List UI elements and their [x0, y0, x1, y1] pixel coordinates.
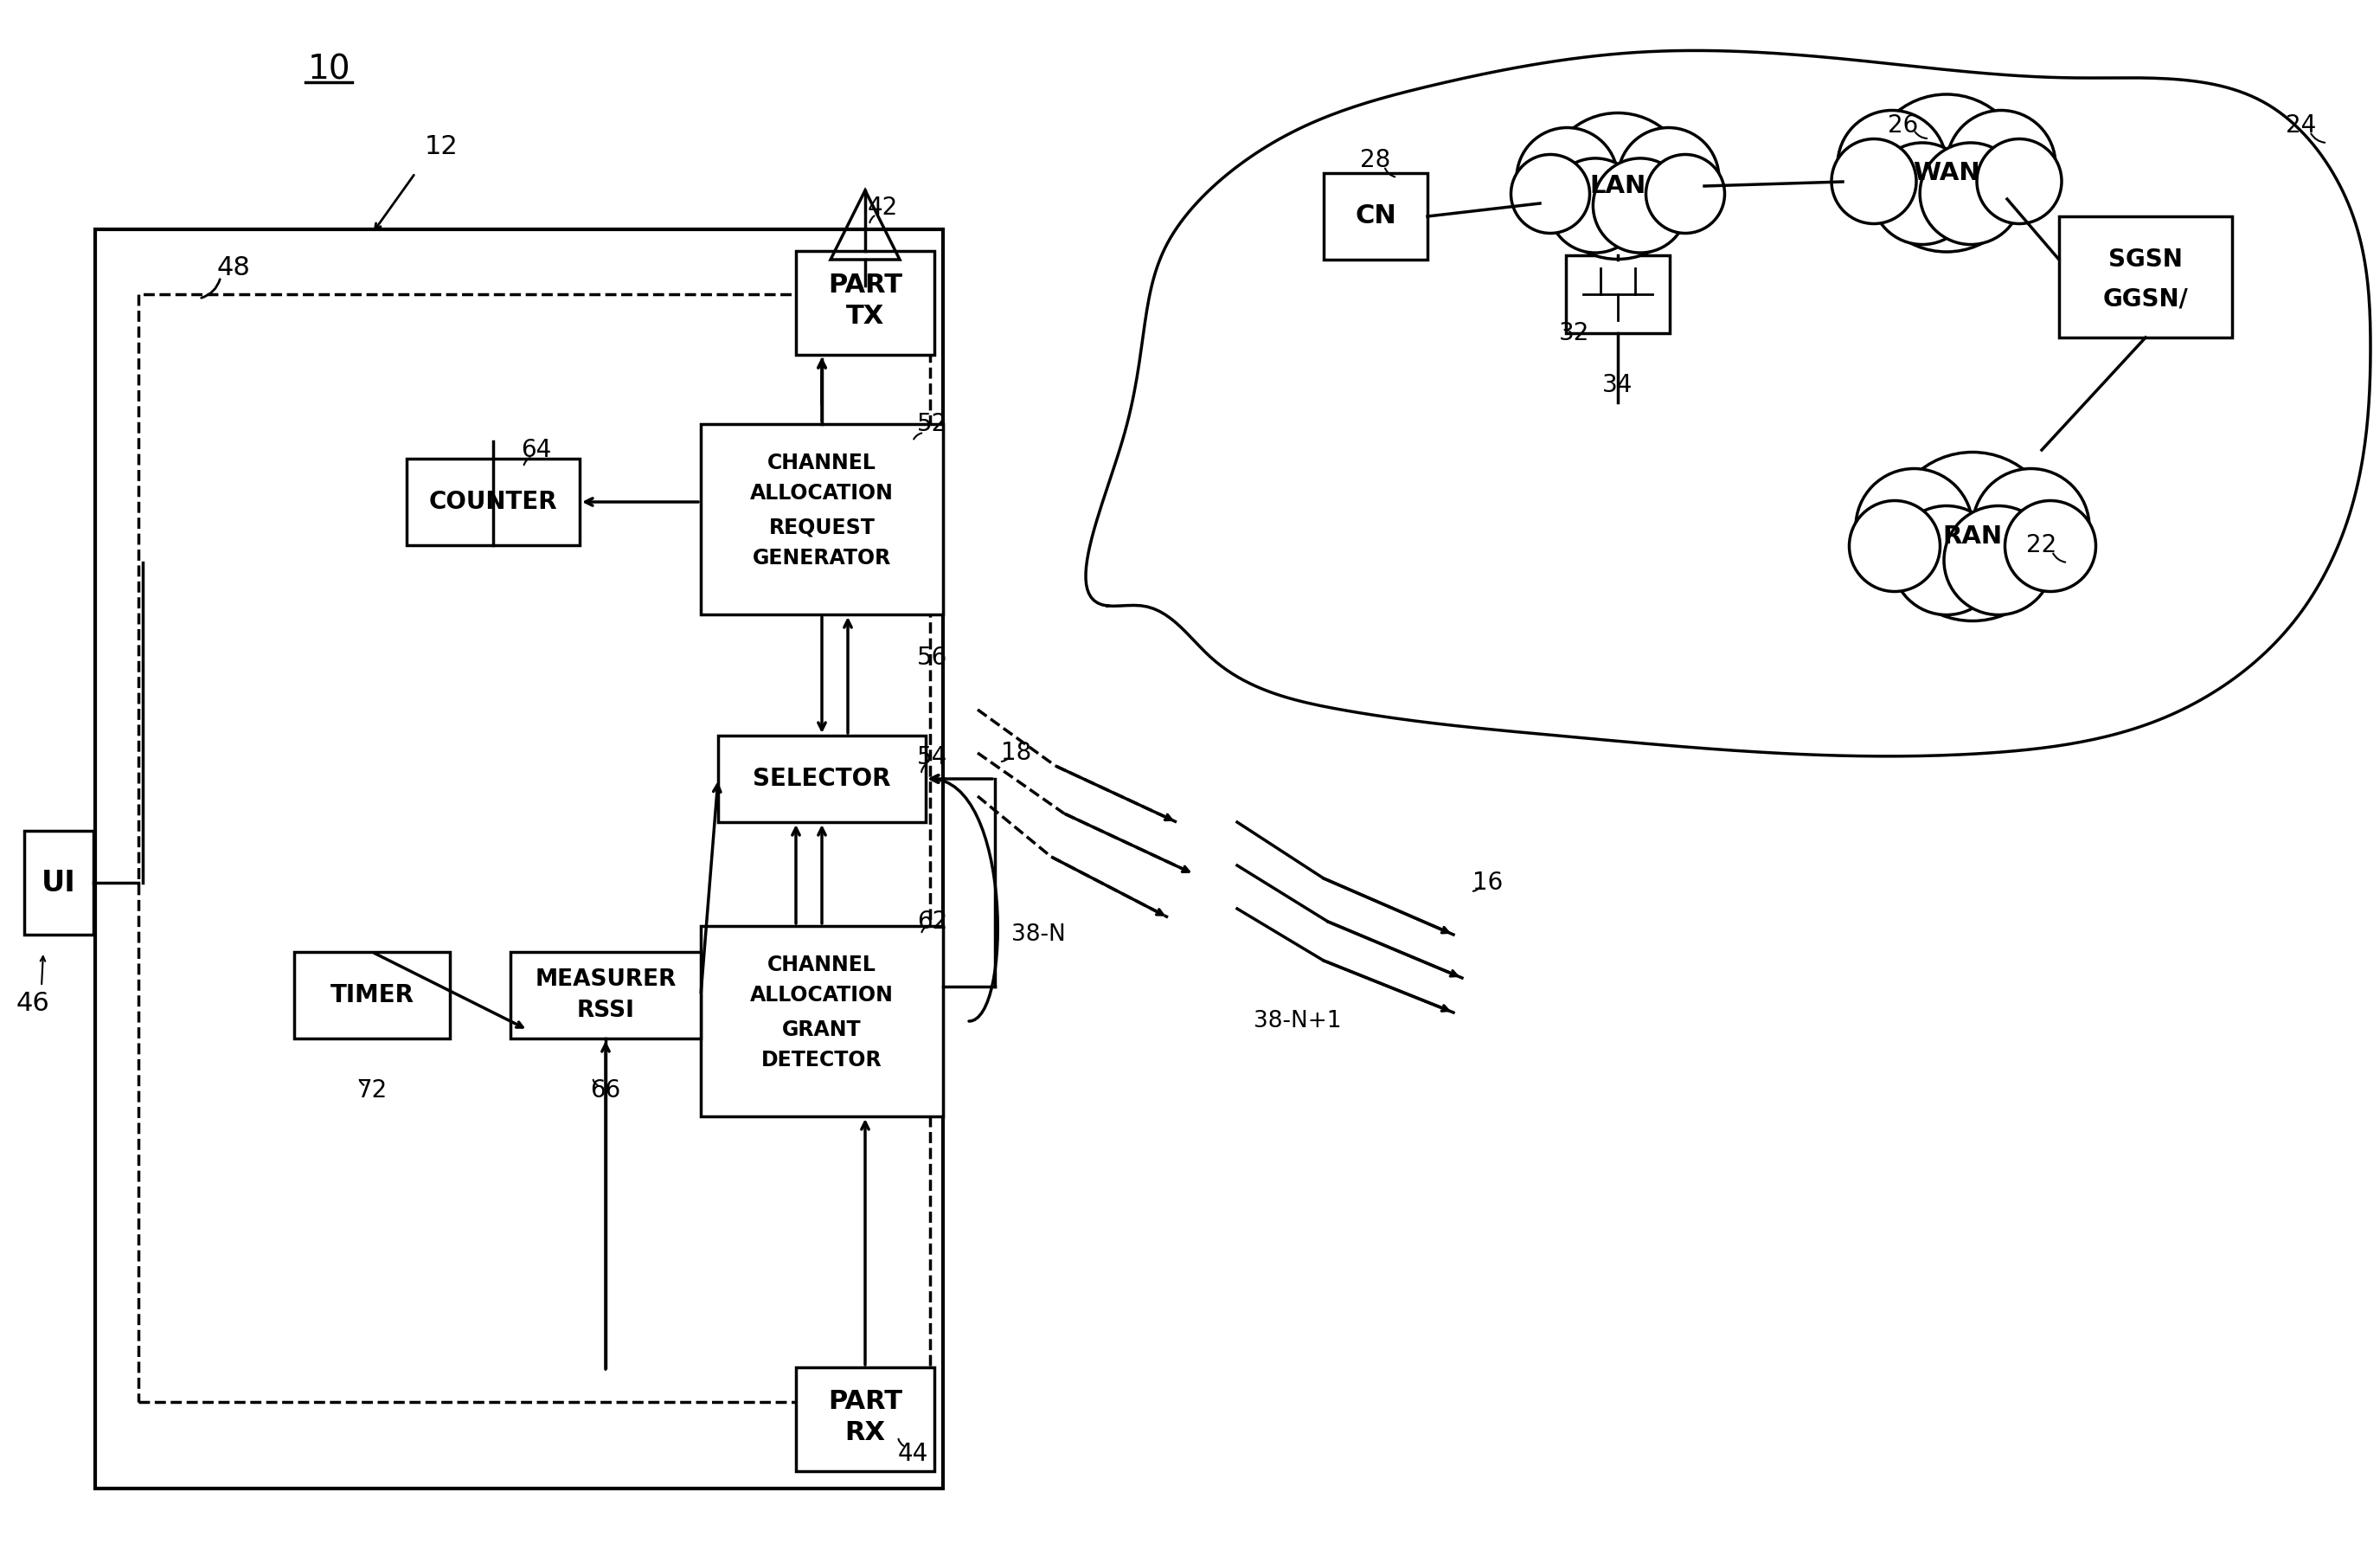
Circle shape: [1973, 468, 2090, 585]
Text: 32: 32: [1559, 321, 1590, 345]
FancyArrowPatch shape: [931, 775, 997, 1021]
Text: 10: 10: [307, 53, 350, 86]
Bar: [2059, 216, 2232, 338]
Text: COUNTER: COUNTER: [428, 490, 557, 513]
Bar: [700, 425, 942, 615]
Circle shape: [1516, 128, 1618, 229]
Text: TIMER: TIMER: [331, 983, 414, 1007]
Circle shape: [1887, 453, 2056, 621]
Bar: [1566, 255, 1671, 333]
Bar: [719, 736, 926, 822]
Text: 46: 46: [17, 991, 50, 1016]
Circle shape: [1892, 506, 2002, 615]
Bar: [509, 952, 700, 1038]
Circle shape: [1545, 114, 1690, 260]
Bar: [95, 229, 942, 1489]
Text: CHANNEL: CHANNEL: [766, 453, 876, 473]
Text: GRANT: GRANT: [783, 1019, 862, 1041]
Circle shape: [1618, 128, 1718, 229]
Circle shape: [1547, 159, 1642, 252]
Text: 44: 44: [897, 1442, 928, 1466]
Text: 18: 18: [1002, 741, 1033, 766]
Text: 62: 62: [916, 910, 947, 934]
Circle shape: [1511, 154, 1590, 233]
Text: REQUEST: REQUEST: [769, 518, 876, 538]
Circle shape: [1921, 143, 2021, 244]
Text: 66: 66: [590, 1078, 621, 1103]
Text: ALLOCATION: ALLOCATION: [750, 482, 892, 504]
Text: 38-N: 38-N: [1011, 923, 1066, 946]
Text: 16: 16: [1473, 871, 1504, 895]
Text: SELECTOR: SELECTOR: [752, 767, 890, 790]
Circle shape: [1944, 506, 2054, 615]
Text: RAN: RAN: [1942, 524, 2002, 549]
Text: CN: CN: [1354, 204, 1397, 229]
Text: 24: 24: [2287, 114, 2316, 137]
Circle shape: [1833, 138, 1916, 224]
Bar: [138, 294, 931, 1402]
Text: 54: 54: [916, 745, 947, 769]
Text: RX: RX: [845, 1419, 885, 1446]
Circle shape: [1849, 501, 1940, 591]
Text: 64: 64: [521, 437, 552, 462]
Text: ALLOCATION: ALLOCATION: [750, 985, 892, 1005]
Circle shape: [1647, 154, 1725, 233]
Circle shape: [1978, 138, 2061, 224]
Text: SGSN: SGSN: [2109, 247, 2182, 272]
Bar: [1323, 173, 1428, 260]
Circle shape: [1871, 143, 1973, 244]
Bar: [295, 952, 450, 1038]
Text: LAN: LAN: [1590, 174, 1647, 198]
Bar: [795, 251, 935, 355]
Text: 52: 52: [916, 412, 947, 436]
Text: 38-N+1: 38-N+1: [1254, 1010, 1342, 1033]
Text: 48: 48: [217, 255, 250, 280]
Text: 26: 26: [1887, 114, 1918, 137]
Text: 12: 12: [424, 134, 457, 160]
Circle shape: [2004, 501, 2097, 591]
Text: 34: 34: [1602, 373, 1633, 397]
Circle shape: [1837, 110, 1947, 219]
Text: GGSN/: GGSN/: [2104, 286, 2187, 311]
Text: RSSI: RSSI: [576, 999, 635, 1022]
Circle shape: [1856, 468, 1973, 585]
Text: 28: 28: [1361, 148, 1390, 173]
Circle shape: [1592, 159, 1687, 252]
Bar: [407, 459, 581, 545]
Text: 72: 72: [357, 1078, 388, 1103]
Text: TX: TX: [845, 303, 885, 328]
Text: WAN: WAN: [1914, 160, 1980, 185]
Text: 42: 42: [866, 196, 897, 219]
Bar: [795, 1368, 935, 1470]
Text: GENERATOR: GENERATOR: [752, 548, 890, 568]
Text: 22: 22: [2025, 534, 2056, 557]
Text: DETECTOR: DETECTOR: [762, 1050, 883, 1071]
Text: 56: 56: [916, 646, 947, 669]
Text: MEASURER: MEASURER: [536, 968, 676, 991]
Text: PART: PART: [828, 1390, 902, 1414]
Bar: [24, 831, 93, 935]
Text: PART: PART: [828, 272, 902, 299]
Text: CHANNEL: CHANNEL: [766, 954, 876, 976]
Circle shape: [1947, 110, 2056, 219]
Circle shape: [1868, 95, 2025, 252]
Bar: [700, 926, 942, 1116]
Text: UI: UI: [40, 868, 76, 896]
